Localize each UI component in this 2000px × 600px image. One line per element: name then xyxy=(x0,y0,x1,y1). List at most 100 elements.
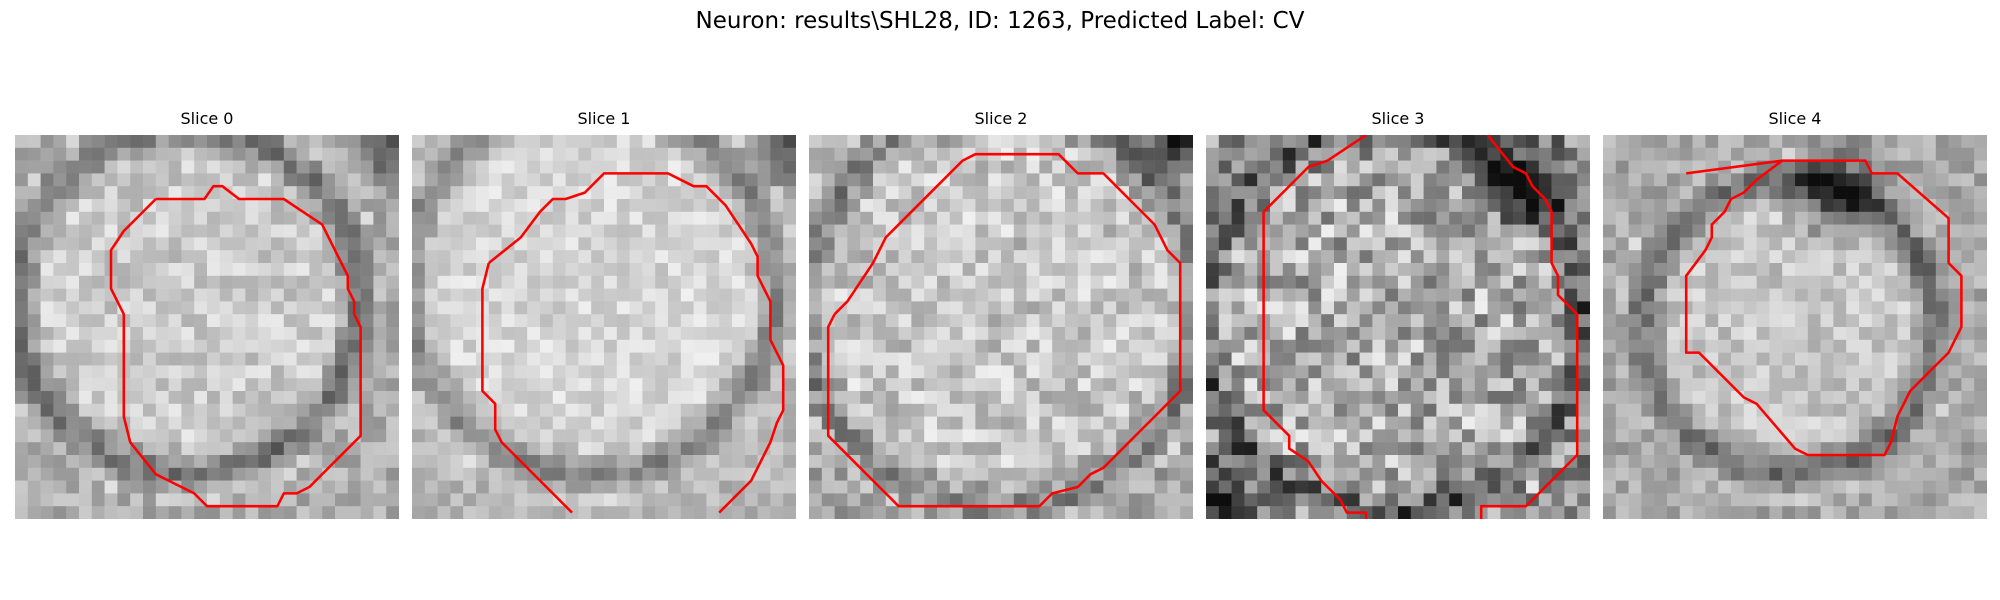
image-pixel xyxy=(1500,314,1514,328)
image-pixel xyxy=(1359,314,1373,328)
image-pixel xyxy=(79,416,93,430)
image-pixel xyxy=(1346,378,1360,392)
image-pixel xyxy=(437,275,451,289)
image-pixel xyxy=(527,263,541,277)
image-pixel xyxy=(1270,339,1284,353)
image-pixel xyxy=(860,416,874,430)
image-pixel xyxy=(219,250,233,264)
image-pixel xyxy=(1692,429,1706,443)
image-pixel xyxy=(693,429,707,443)
image-pixel xyxy=(1039,378,1053,392)
image-pixel xyxy=(1935,147,1949,161)
image-pixel xyxy=(719,301,733,315)
image-pixel xyxy=(53,352,67,366)
image-pixel xyxy=(1603,327,1617,341)
image-pixel xyxy=(463,199,477,213)
image-pixel xyxy=(463,339,477,353)
image-pixel xyxy=(924,288,938,302)
image-pixel xyxy=(655,391,669,405)
image-pixel xyxy=(1359,480,1373,494)
image-pixel xyxy=(104,352,118,366)
image-pixel xyxy=(322,186,336,200)
image-pixel xyxy=(1577,365,1590,379)
image-pixel xyxy=(821,455,835,469)
image-pixel xyxy=(373,365,387,379)
image-pixel xyxy=(1372,467,1386,481)
image-pixel xyxy=(79,352,93,366)
image-pixel xyxy=(1538,455,1552,469)
image-pixel xyxy=(424,147,438,161)
image-pixel xyxy=(476,467,490,481)
image-pixel xyxy=(1859,429,1873,443)
image-pixel xyxy=(1769,327,1783,341)
image-pixel xyxy=(680,327,694,341)
image-pixel xyxy=(527,429,541,443)
image-pixel xyxy=(1974,480,1987,494)
image-pixel xyxy=(1308,275,1322,289)
image-pixel xyxy=(1052,250,1066,264)
image-pixel xyxy=(79,467,93,481)
image-pixel xyxy=(1705,467,1719,481)
image-pixel xyxy=(1628,506,1642,519)
image-pixel xyxy=(1398,224,1412,238)
image-pixel xyxy=(1769,442,1783,456)
image-pixel xyxy=(1090,339,1104,353)
image-pixel xyxy=(1756,199,1770,213)
image-pixel xyxy=(386,263,399,277)
image-pixel xyxy=(53,480,67,494)
image-pixel xyxy=(1705,237,1719,251)
image-pixel xyxy=(1103,186,1117,200)
image-pixel xyxy=(1295,314,1309,328)
image-pixel xyxy=(1372,493,1386,507)
image-pixel xyxy=(1154,416,1168,430)
image-pixel xyxy=(591,250,605,264)
image-pixel xyxy=(143,263,157,277)
image-pixel xyxy=(181,455,195,469)
image-pixel xyxy=(245,237,259,251)
image-pixel xyxy=(668,237,682,251)
image-pixel xyxy=(1526,147,1540,161)
image-pixel xyxy=(719,455,733,469)
image-pixel xyxy=(1603,186,1617,200)
image-pixel xyxy=(911,378,925,392)
image-pixel xyxy=(1782,314,1796,328)
image-pixel xyxy=(1974,429,1987,443)
image-pixel xyxy=(1820,442,1834,456)
image-pixel xyxy=(463,250,477,264)
image-pixel xyxy=(1820,365,1834,379)
image-pixel xyxy=(898,442,912,456)
image-pixel xyxy=(744,391,758,405)
image-pixel xyxy=(1321,237,1335,251)
image-pixel xyxy=(1436,403,1450,417)
image-pixel xyxy=(1705,314,1719,328)
image-pixel xyxy=(1577,275,1590,289)
image-pixel xyxy=(860,160,874,174)
image-pixel xyxy=(1077,352,1091,366)
image-pixel xyxy=(680,429,694,443)
image-pixel xyxy=(1846,391,1860,405)
image-pixel xyxy=(296,365,310,379)
image-pixel xyxy=(1385,237,1399,251)
image-pixel xyxy=(668,480,682,494)
image-pixel xyxy=(501,352,515,366)
image-pixel xyxy=(1013,403,1027,417)
image-pixel xyxy=(1884,160,1898,174)
image-pixel xyxy=(1039,160,1053,174)
image-pixel xyxy=(1820,339,1834,353)
image-pixel xyxy=(1334,339,1348,353)
image-pixel xyxy=(1180,339,1193,353)
image-pixel xyxy=(1334,275,1348,289)
image-pixel xyxy=(1667,135,1681,149)
image-pixel xyxy=(437,288,451,302)
image-pixel xyxy=(1090,467,1104,481)
image-pixel xyxy=(1103,288,1117,302)
image-pixel xyxy=(988,314,1002,328)
image-pixel xyxy=(1359,365,1373,379)
image-pixel xyxy=(1538,263,1552,277)
image-pixel xyxy=(1577,186,1590,200)
image-pixel xyxy=(1743,250,1757,264)
image-pixel xyxy=(552,429,566,443)
image-pixel xyxy=(1334,160,1348,174)
image-pixel xyxy=(1961,327,1975,341)
image-pixel xyxy=(1641,147,1655,161)
